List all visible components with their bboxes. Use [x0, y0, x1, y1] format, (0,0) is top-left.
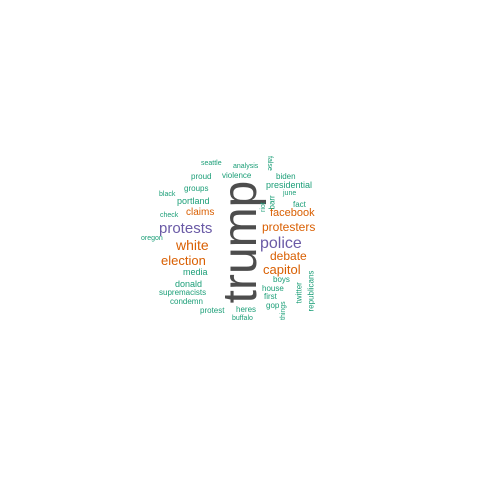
word-election: election: [161, 253, 206, 268]
word-june: june: [283, 190, 297, 197]
word-donald: donald: [175, 279, 203, 289]
word-twitter: twitter: [294, 282, 304, 304]
word-oregon: oregon: [141, 235, 163, 242]
word-protesters: protesters: [262, 220, 316, 234]
word-fact: fact: [293, 200, 306, 209]
word-protests: protests: [159, 220, 213, 237]
word-buffalo: buffalo: [232, 315, 253, 322]
word-protest: protest: [200, 306, 225, 315]
word-facebook: facebook: [270, 207, 315, 219]
word-white: white: [176, 237, 209, 253]
word-groups: groups: [184, 184, 209, 193]
word-false: false: [266, 156, 273, 171]
word-capitol: capitol: [263, 262, 301, 277]
word-seattle: seattle: [201, 160, 222, 167]
word-presidential: presidential: [266, 180, 313, 190]
word-police: police: [260, 235, 302, 252]
word-trump: trump: [214, 180, 267, 304]
word-check: check: [160, 212, 179, 219]
word-black: black: [159, 191, 176, 198]
word-portland: portland: [177, 196, 210, 206]
word-violence: violence: [222, 171, 252, 180]
word-barr: barr: [267, 195, 277, 210]
word-biden: biden: [276, 172, 296, 181]
word-supremacists: supremacists: [159, 288, 207, 297]
word-proud: proud: [191, 172, 212, 181]
word-debate: debate: [270, 249, 307, 263]
word-house: house: [262, 284, 284, 293]
word-first: first: [264, 292, 277, 301]
word-republicans: republicans: [306, 270, 316, 312]
word-things: things: [280, 301, 287, 320]
word-heres: heres: [236, 305, 257, 314]
word-boys: boys: [273, 275, 290, 284]
word-media: media: [183, 267, 208, 277]
word-claims: claims: [186, 207, 215, 218]
word-gop: gop: [266, 301, 280, 310]
word-analysis: analysis: [233, 163, 259, 170]
word-condemn: condemn: [170, 297, 203, 306]
